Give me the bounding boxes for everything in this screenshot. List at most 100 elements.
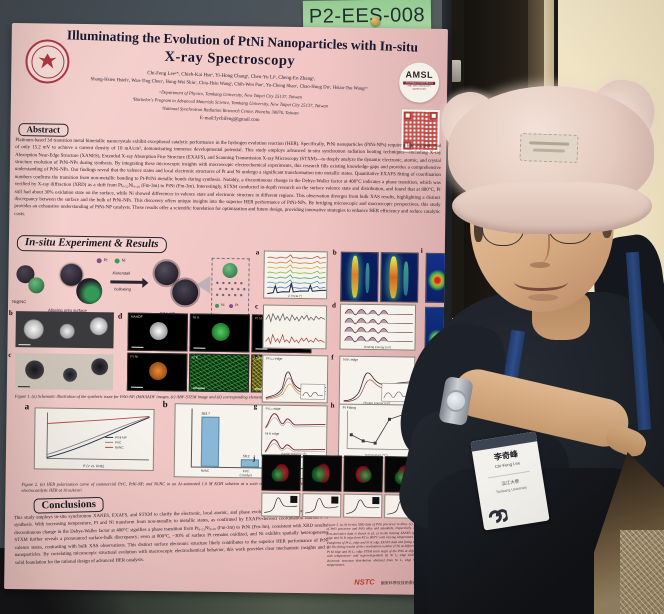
precursor-label: Ni@NC bbox=[12, 299, 27, 305]
panel-i-letter: i bbox=[420, 246, 423, 255]
alloying-particle-2 bbox=[76, 277, 103, 305]
panel-c-derivative-spectra bbox=[262, 304, 328, 350]
sxas1-inset bbox=[290, 495, 298, 504]
stxm-composite-3 bbox=[343, 455, 383, 493]
watch-face bbox=[445, 390, 467, 412]
product-particle-2 bbox=[172, 279, 199, 306]
eds-map-ni: Ni K bbox=[189, 313, 250, 353]
eds-map-carbon: C K bbox=[188, 353, 250, 393]
panel-a-letter: a bbox=[255, 248, 260, 257]
fig2b-yaxis bbox=[190, 408, 193, 467]
eds-label-ptni: Pt Ni bbox=[130, 354, 138, 359]
nose-shading bbox=[536, 232, 550, 262]
atomic-model-sphere bbox=[222, 262, 238, 279]
tamkang-university-seal bbox=[25, 39, 70, 84]
sxas1-curve bbox=[264, 497, 298, 513]
fig2a-legend-ptc: Pt/C bbox=[115, 440, 122, 445]
panel-b-heatmap-1 bbox=[340, 251, 379, 303]
abstract-text: Platinum-based 3d transition metal bimet… bbox=[14, 138, 442, 217]
haadf-particle-1 bbox=[23, 319, 44, 340]
stxm3-green bbox=[359, 468, 372, 483]
heatmap1-streak bbox=[351, 255, 359, 298]
abf-particle-1 bbox=[25, 360, 45, 380]
nstc-logo: NSTC 國家科學及技術委員會 bbox=[354, 571, 421, 590]
heatmap1-streak2 bbox=[365, 262, 370, 293]
eds-blob-orange bbox=[149, 361, 168, 381]
atomic-model-box: Ni Pt bbox=[210, 257, 250, 317]
fig1-panel-d-letter: d bbox=[117, 311, 123, 321]
model-ni-label: Ni bbox=[221, 302, 225, 307]
precursor-particle-green bbox=[28, 277, 45, 294]
qr-finder-tr bbox=[429, 111, 438, 120]
panel-j-letter: j bbox=[252, 454, 256, 463]
sxas2-inset bbox=[331, 496, 339, 504]
sideburn-left bbox=[474, 216, 483, 242]
panel-h-title: Pt Fitting bbox=[342, 405, 357, 410]
amsl-logo-title: AMSL bbox=[405, 69, 434, 80]
eds-label-haadf: HAADF bbox=[130, 314, 143, 319]
eds-label-carbon: C K bbox=[192, 355, 199, 360]
fig2-panel-b-letter: b bbox=[162, 399, 168, 410]
heatmap2-streak2 bbox=[403, 261, 409, 296]
carpet-patch bbox=[620, 530, 664, 614]
pt-legend-dot bbox=[96, 258, 102, 264]
haadf-image bbox=[15, 311, 114, 349]
abf-particle-2 bbox=[62, 367, 78, 382]
eds-scalebar-5 bbox=[192, 387, 205, 389]
stxm-composite-1 bbox=[261, 454, 301, 492]
abf-scalebar bbox=[17, 385, 30, 388]
smile-mouth bbox=[514, 272, 568, 291]
arrow-label-bottom: hollowing bbox=[114, 286, 131, 292]
fig1-panel-c-letter: c bbox=[8, 350, 12, 360]
qr-finder-tl bbox=[403, 111, 412, 120]
model-pt-dot bbox=[229, 304, 234, 309]
panel-f-letter: f bbox=[331, 353, 334, 362]
eds-map-haadf: HAADF bbox=[127, 312, 188, 352]
eds-blob-white bbox=[149, 321, 168, 341]
fig1-panel-b-letter: b bbox=[8, 308, 13, 318]
eds-scalebar-1 bbox=[131, 346, 144, 348]
panel-a-curves bbox=[267, 254, 328, 295]
synthesis-schematic: Ni@NC Pt Ni Alloying onto surface Kirken… bbox=[8, 255, 250, 318]
panel-g-letter: g bbox=[253, 402, 258, 411]
panel-d-xps-stack: Binding Energy (eV) bbox=[339, 303, 417, 351]
bar-ninc-value: 363.7 bbox=[201, 411, 211, 416]
fig2a-legend-ptni: PtNi-NP bbox=[115, 435, 127, 440]
product-particle-1 bbox=[154, 260, 179, 286]
beanie-brim bbox=[452, 182, 652, 234]
eds-map-ptni: Pt Ni bbox=[126, 352, 188, 392]
panel-h-cn-fitting: Pt Fitting Temperature (°C) bbox=[337, 403, 415, 459]
arrow-label-top: Kirkendall bbox=[112, 270, 131, 276]
patch-stitch-line-1 bbox=[529, 141, 570, 146]
bar-ptc-value: 58.2 bbox=[242, 454, 250, 459]
model-pt-label: Pt bbox=[235, 303, 239, 308]
abf-stem-image bbox=[14, 353, 114, 391]
panel-h-letter: h bbox=[330, 401, 335, 410]
panel-d-letter: d bbox=[332, 301, 337, 310]
panel-a-xrd-stack: 2 Theta (°) bbox=[263, 250, 328, 300]
nostrils bbox=[530, 262, 550, 268]
amsl-logo-sub1: ADVANCED MATERIALS bbox=[403, 81, 436, 86]
ni-legend-label: Ni bbox=[121, 257, 126, 263]
experiment-heading: In-situ Experiment & Results bbox=[16, 235, 167, 253]
nstc-logo-en: NSTC bbox=[354, 577, 375, 587]
zoom-beam-icon bbox=[196, 275, 211, 294]
heatmap2-streak bbox=[389, 256, 398, 299]
eds-label-ni: Ni K bbox=[192, 315, 200, 320]
panel-c-curves bbox=[265, 312, 326, 345]
panel-e-pt-xanes: Pt L₃-edge bbox=[261, 354, 329, 404]
sxas3-inset bbox=[372, 497, 380, 505]
process-arrow-icon bbox=[110, 280, 145, 284]
model-ni-dot bbox=[215, 303, 220, 308]
abstract-heading: Abstract bbox=[18, 123, 69, 138]
panel-g-curves bbox=[264, 413, 326, 453]
panel-d-xlabel: Binding Energy (eV) bbox=[364, 344, 391, 350]
panel-e-letter: e bbox=[254, 352, 258, 361]
conference-badge: 李奇峰 Chi-Feng Lee 淡江大學 Tamkang University bbox=[470, 431, 550, 531]
eds-scalebar-4 bbox=[130, 386, 143, 388]
board-frame-edge bbox=[442, 0, 452, 614]
panel-f-title: Ni K edge bbox=[343, 357, 359, 362]
amsl-logo-sub2: AND SPECTROSCOPY LABORATORY bbox=[407, 85, 431, 91]
panel-b-letter: b bbox=[332, 248, 337, 257]
eds-blob-green bbox=[211, 322, 230, 342]
